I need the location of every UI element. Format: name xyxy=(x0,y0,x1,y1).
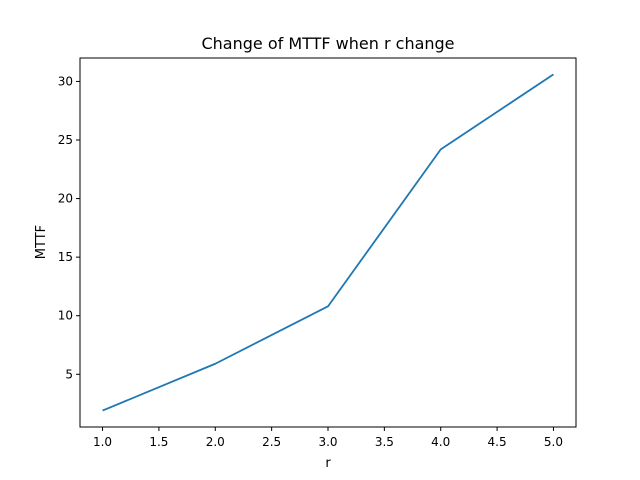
series-line xyxy=(102,73,554,412)
x-tick-label: 1.0 xyxy=(93,435,112,449)
x-tick-label: 2.0 xyxy=(206,435,225,449)
y-axis: 5 10 15 20 25 30 xyxy=(58,74,80,381)
x-tick-label: 3.0 xyxy=(318,435,337,449)
x-axis-label: r xyxy=(325,456,331,471)
axes-frame xyxy=(79,57,577,428)
y-tick-label: 10 xyxy=(58,309,73,323)
y-tick-label: 5 xyxy=(65,367,73,381)
y-tick-label: 20 xyxy=(58,192,73,206)
x-tick-label: 4.0 xyxy=(431,435,450,449)
y-tick-label: 15 xyxy=(58,250,73,264)
y-tick-label: 30 xyxy=(58,74,73,88)
chart-title: Change of MTTF when r change xyxy=(201,34,454,53)
x-tick-label: 5.0 xyxy=(544,435,563,449)
x-tick-label: 2.5 xyxy=(262,435,281,449)
x-axis: 1.0 1.5 2.0 2.5 3.0 3.5 4.0 4.5 5.0 xyxy=(93,427,563,449)
plot-area xyxy=(102,73,554,412)
x-tick-label: 4.5 xyxy=(488,435,507,449)
x-tick-label: 3.5 xyxy=(375,435,394,449)
x-tick-label: 1.5 xyxy=(149,435,168,449)
y-tick-label: 25 xyxy=(58,133,73,147)
y-axis-label: MTTF xyxy=(34,225,49,259)
